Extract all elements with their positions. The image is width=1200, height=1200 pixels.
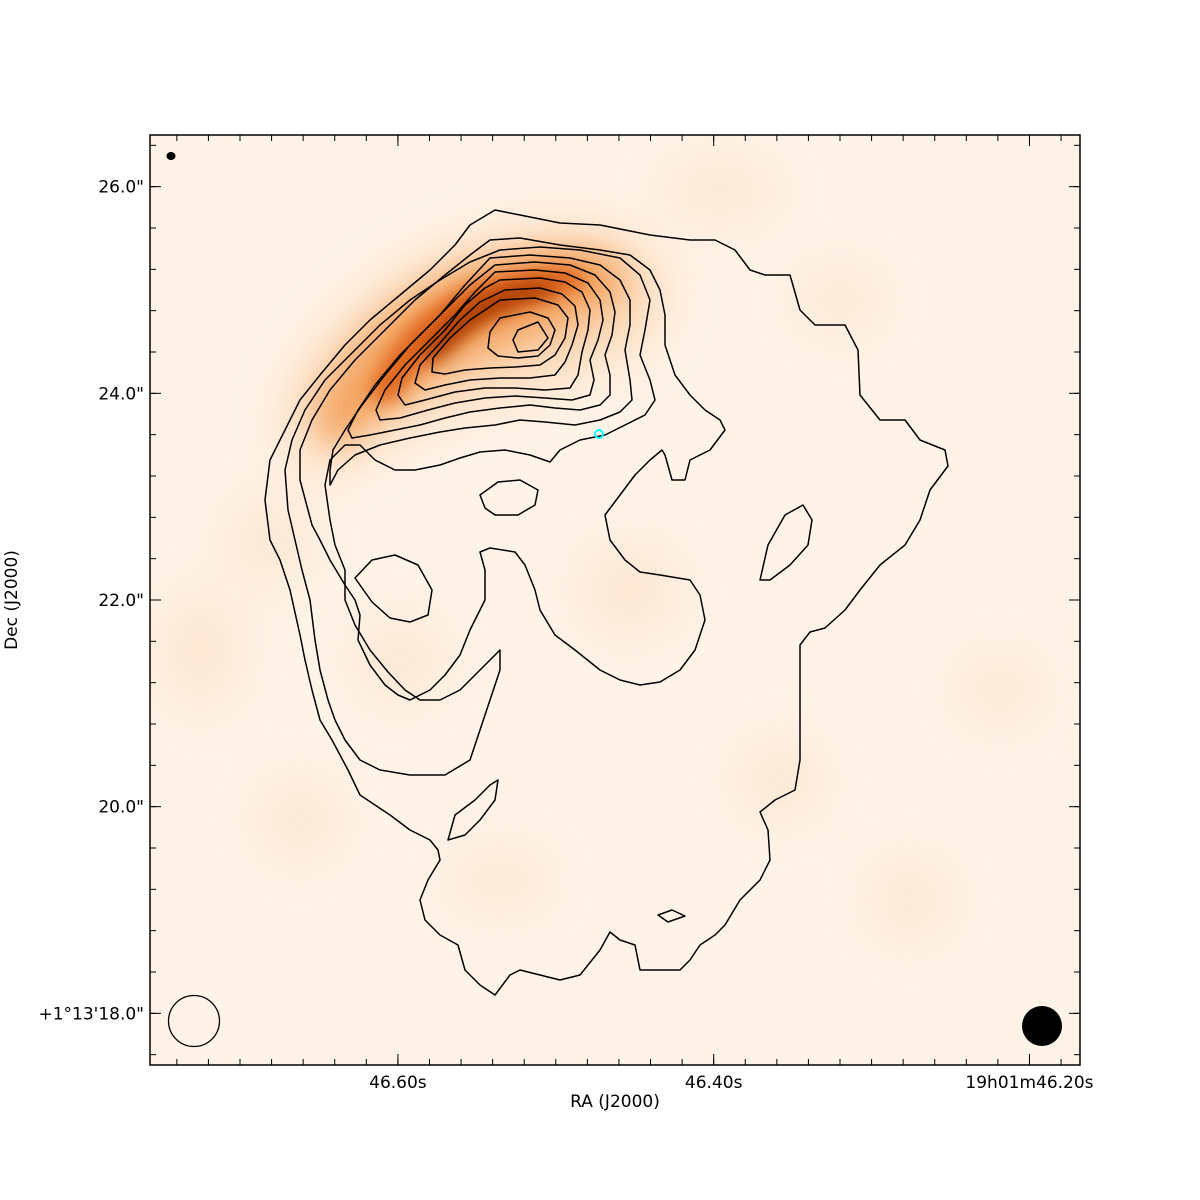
y-tick-label: 20.0"	[98, 798, 144, 818]
contour-level-7	[397, 277, 591, 406]
x-axis-label: RA (J2000)	[570, 1092, 660, 1112]
source-marker	[594, 429, 604, 439]
contour-hole-3	[759, 504, 813, 581]
x-tick-label: 19h01m46.20s	[965, 1073, 1093, 1093]
small-beam-icon	[166, 152, 176, 160]
contour-level-6	[375, 269, 604, 421]
image-beam-icon	[1022, 1006, 1062, 1046]
contour-level-5	[347, 261, 616, 439]
contour-level-1	[264, 209, 949, 996]
contour-beam-icon	[167, 994, 221, 1048]
contour-level-11	[512, 321, 549, 353]
contour-hole-2	[354, 554, 433, 623]
y-tick-label: +1°13'18.0"	[38, 1004, 144, 1024]
y-tick-label: 24.0"	[98, 384, 144, 404]
contour-hole-4	[447, 779, 499, 841]
contour-level-9	[431, 297, 569, 375]
x-tick-label: 46.40s	[685, 1073, 743, 1093]
contour-level-2	[299, 237, 726, 701]
heatmap	[150, 135, 1080, 1065]
contour-hole-5	[657, 909, 686, 923]
tick-labels: 46.60s 46.40s 19h01m46.20s +1°13'18.0" 20.0"…	[38, 178, 1093, 1093]
contour-level-8	[414, 287, 579, 391]
x-tick-label: 46.60s	[369, 1073, 427, 1093]
contour-level-3	[284, 246, 656, 776]
tick-marks	[150, 135, 1080, 1065]
contour-level-10	[487, 311, 556, 359]
y-tick-label: 22.0"	[98, 591, 144, 611]
y-tick-label: 26.0"	[98, 178, 144, 198]
emission-ridge	[293, 235, 660, 470]
y-axis-label: Dec (J2000)	[2, 550, 22, 650]
contours	[264, 209, 949, 996]
contour-hole-1	[479, 479, 539, 516]
